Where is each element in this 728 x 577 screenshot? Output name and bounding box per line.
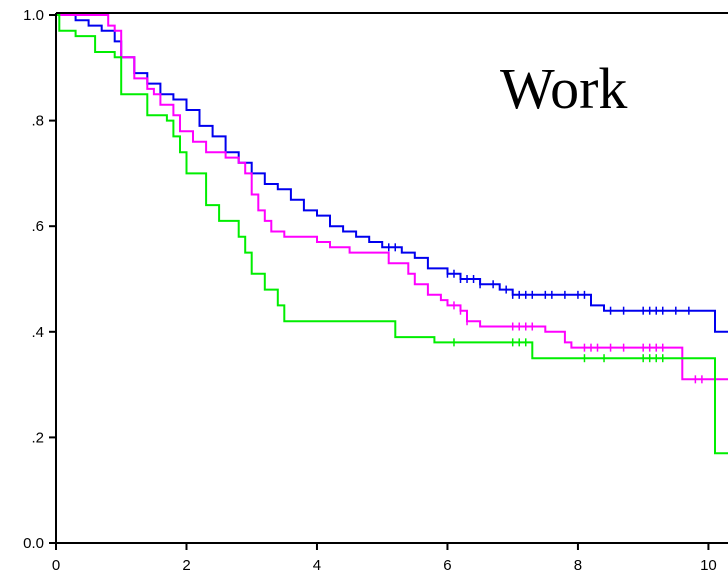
y-tick-label: .6 <box>31 218 44 235</box>
series-line-2 <box>56 14 728 381</box>
y-tick-label: .4 <box>31 324 44 341</box>
y-ticks: 0.0 .2 .4 .6 .8 1.0 <box>23 7 56 552</box>
y-tick-label: 1.0 <box>23 7 44 24</box>
x-tick-label: 10 <box>700 557 717 574</box>
series-line-1 <box>56 14 728 333</box>
y-tick-label: .8 <box>31 113 44 130</box>
x-tick-label: 4 <box>313 557 321 574</box>
series-layer <box>56 14 728 455</box>
chart-title: Work <box>500 56 627 121</box>
series-line-3 <box>56 14 728 455</box>
x-tick-label: 2 <box>182 557 190 574</box>
x-tick-label: 0 <box>52 557 60 574</box>
x-tick-label: 6 <box>443 557 451 574</box>
y-tick-label: .2 <box>31 429 44 446</box>
x-ticks: 0 2 4 6 8 10 <box>52 543 717 574</box>
x-tick-label: 8 <box>574 557 582 574</box>
y-tick-label: 0.0 <box>23 535 44 552</box>
